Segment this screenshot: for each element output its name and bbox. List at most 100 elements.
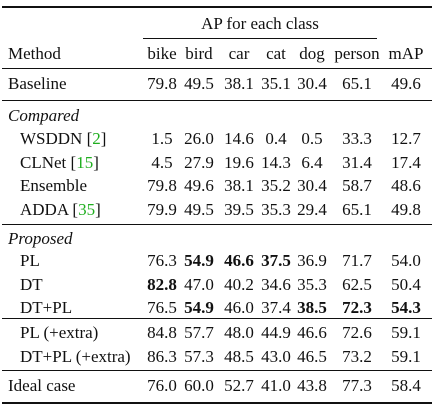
column-header-cat: cat xyxy=(266,44,286,63)
ideal-cat-value: 41.0 xyxy=(261,376,291,395)
extra-row-dtpluspl-plusextra-name: DT+PL (+extra) xyxy=(20,347,131,367)
extra-row-pl-plusextra-car-value: 48.0 xyxy=(224,323,254,342)
proposed-row-pl-name-text: PL xyxy=(20,251,40,270)
compared-row-wsddn-dog-value: 0.5 xyxy=(301,129,323,148)
proposed-row-dt-plus-pl-car-value: 46.0 xyxy=(224,298,254,318)
extra-row-dtpluspl-plusextra-cat-value: 43.0 xyxy=(261,346,291,366)
compared-row-adda-dog-value: 29.4 xyxy=(297,199,327,219)
compared-row-wsddn-name: WSDDN [2] xyxy=(20,129,107,148)
compared-row-clnet-name-text: CLNet xyxy=(20,152,67,172)
rule-after-extra xyxy=(2,370,432,371)
citation-link[interactable]: 35 xyxy=(78,199,96,219)
baseline-car-value: 38.1 xyxy=(224,74,254,93)
column-header-bike: bike xyxy=(147,44,177,63)
proposed-row-pl-dog-value: 36.9 xyxy=(297,251,327,270)
proposed-row-pl-bird-value: 54.9 xyxy=(184,251,214,270)
extra-row-pl-plusextra-name: PL (+extra) xyxy=(20,323,98,343)
ideal-car-value: 52.7 xyxy=(224,376,254,395)
table-top-rule xyxy=(2,6,432,8)
extra-row-pl-plusextra-person-value: 72.6 xyxy=(342,323,372,342)
compared-row-adda-name: ADDA [35] xyxy=(20,199,101,219)
compared-row-clnet-bird-value: 27.9 xyxy=(184,152,214,172)
extra-row-pl-plusextra-cat-value: 44.9 xyxy=(261,323,291,342)
compared-row-wsddn-map-value: 12.7 xyxy=(391,129,421,148)
group-header-underline xyxy=(143,38,377,39)
compared-row-clnet-dog-value: 6.4 xyxy=(301,152,323,172)
compared-row-ensemble-bike-value: 79.8 xyxy=(147,176,177,196)
proposed-row-dt-plus-pl-dog-value: 38.5 xyxy=(297,298,327,318)
proposed-row-dt-plus-pl-cat-value: 37.4 xyxy=(261,298,291,318)
extra-row-dtpluspl-plusextra-car-value: 48.5 xyxy=(224,346,254,366)
compared-row-adda-car-value: 39.5 xyxy=(224,199,254,219)
column-header-bird: bird xyxy=(185,44,213,63)
proposed-row-dt-person-value: 62.5 xyxy=(342,274,372,294)
column-header-dog: dog xyxy=(299,44,325,63)
ideal-bike-value: 76.0 xyxy=(147,376,177,395)
compared-row-wsddn-car-value: 14.6 xyxy=(224,129,254,148)
compared-row-ensemble-cat-value: 35.2 xyxy=(261,176,291,196)
proposed-row-dt-plus-pl-name-text: DT+PL xyxy=(20,298,73,318)
proposed-row-pl-cat-value: 37.5 xyxy=(261,251,291,270)
proposed-row-dt-bird-value: 47.0 xyxy=(184,274,214,294)
column-header-car: car xyxy=(228,44,250,63)
proposed-row-dt-plus-pl-name: DT+PL xyxy=(20,298,72,318)
baseline-bike-value: 79.8 xyxy=(147,74,177,93)
extra-row-pl-plusextra-map-value: 59.1 xyxy=(391,323,421,342)
baseline-person-value: 65.1 xyxy=(342,74,372,93)
table-bottom-rule xyxy=(2,402,432,404)
group-header-ap: AP for each class xyxy=(201,14,319,33)
compared-row-adda-name-text: ADDA xyxy=(20,199,69,219)
compared-row-clnet-car-value: 19.6 xyxy=(224,152,254,172)
compared-row-wsddn-cat-value: 0.4 xyxy=(265,129,287,148)
compared-row-clnet-person-value: 31.4 xyxy=(342,152,372,172)
compared-row-adda-person-value: 65.1 xyxy=(342,199,372,219)
column-header-method: Method xyxy=(8,44,61,63)
proposed-row-dt-name-text: DT xyxy=(20,274,43,294)
proposed-row-pl-map-value: 54.0 xyxy=(391,251,421,270)
compared-row-wsddn-name-text: WSDDN xyxy=(20,129,83,148)
compared-row-adda-map-value: 49.8 xyxy=(391,199,421,219)
proposed-row-dt-map-value: 50.4 xyxy=(391,274,421,294)
proposed-row-dt-plus-pl-person-value: 72.3 xyxy=(342,298,372,318)
header-rule xyxy=(2,68,432,69)
compared-row-clnet-map-value: 17.4 xyxy=(391,152,421,172)
ideal-method-name: Ideal case xyxy=(8,376,76,395)
ideal-bird-value: 60.0 xyxy=(184,376,214,395)
compared-row-clnet-bike-value: 4.5 xyxy=(151,152,173,172)
compared-row-wsddn-person-value: 33.3 xyxy=(342,129,372,148)
compared-row-ensemble-car-value: 38.1 xyxy=(224,176,254,196)
proposed-row-dt-car-value: 40.2 xyxy=(224,274,254,294)
compared-row-ensemble-map-value: 48.6 xyxy=(391,176,421,196)
extra-row-dtpluspl-plusextra-name-text: DT+PL (+extra) xyxy=(20,346,131,366)
extra-row-dtpluspl-plusextra-bird-value: 57.3 xyxy=(184,346,214,366)
compared-row-ensemble-name: Ensemble xyxy=(20,176,87,196)
ideal-map-value: 58.4 xyxy=(391,376,421,395)
proposed-section-label: Proposed xyxy=(8,229,73,248)
baseline-dog-value: 30.4 xyxy=(297,74,327,93)
compared-row-clnet-name: CLNet [15] xyxy=(20,152,99,172)
proposed-row-dt-cat-value: 34.6 xyxy=(261,274,291,294)
proposed-row-pl-car-value: 46.6 xyxy=(224,251,254,270)
proposed-row-dt-plus-pl-bike-value: 76.5 xyxy=(147,298,177,318)
proposed-row-dt-plus-pl-bird-value: 54.9 xyxy=(184,298,214,318)
ideal-dog-value: 43.8 xyxy=(297,376,327,395)
compared-section-label: Compared xyxy=(8,106,80,125)
rule-after-compared xyxy=(2,224,432,225)
proposed-row-dt-plus-pl-map-value: 54.3 xyxy=(391,298,421,318)
extra-row-pl-plusextra-dog-value: 46.6 xyxy=(297,323,327,342)
compared-row-adda-bird-value: 49.5 xyxy=(184,199,214,219)
baseline-map-value: 49.6 xyxy=(391,74,421,93)
compared-row-adda-cat-value: 35.3 xyxy=(261,199,291,219)
baseline-cat-value: 35.1 xyxy=(261,74,291,93)
baseline-bird-value: 49.5 xyxy=(184,74,214,93)
citation-link[interactable]: 15 xyxy=(76,152,94,172)
compared-row-clnet-cat-value: 14.3 xyxy=(261,152,291,172)
extra-row-dtpluspl-plusextra-dog-value: 46.5 xyxy=(297,346,327,366)
proposed-row-dt-name: DT xyxy=(20,275,43,295)
compared-row-adda-bike-value: 79.9 xyxy=(147,199,177,219)
compared-row-ensemble-dog-value: 30.4 xyxy=(297,176,327,196)
column-header-person: person xyxy=(334,44,380,63)
extra-row-pl-plusextra-name-text: PL (+extra) xyxy=(20,323,99,342)
proposed-row-pl-bike-value: 76.3 xyxy=(147,251,177,270)
citation-link[interactable]: 2 xyxy=(92,129,101,148)
